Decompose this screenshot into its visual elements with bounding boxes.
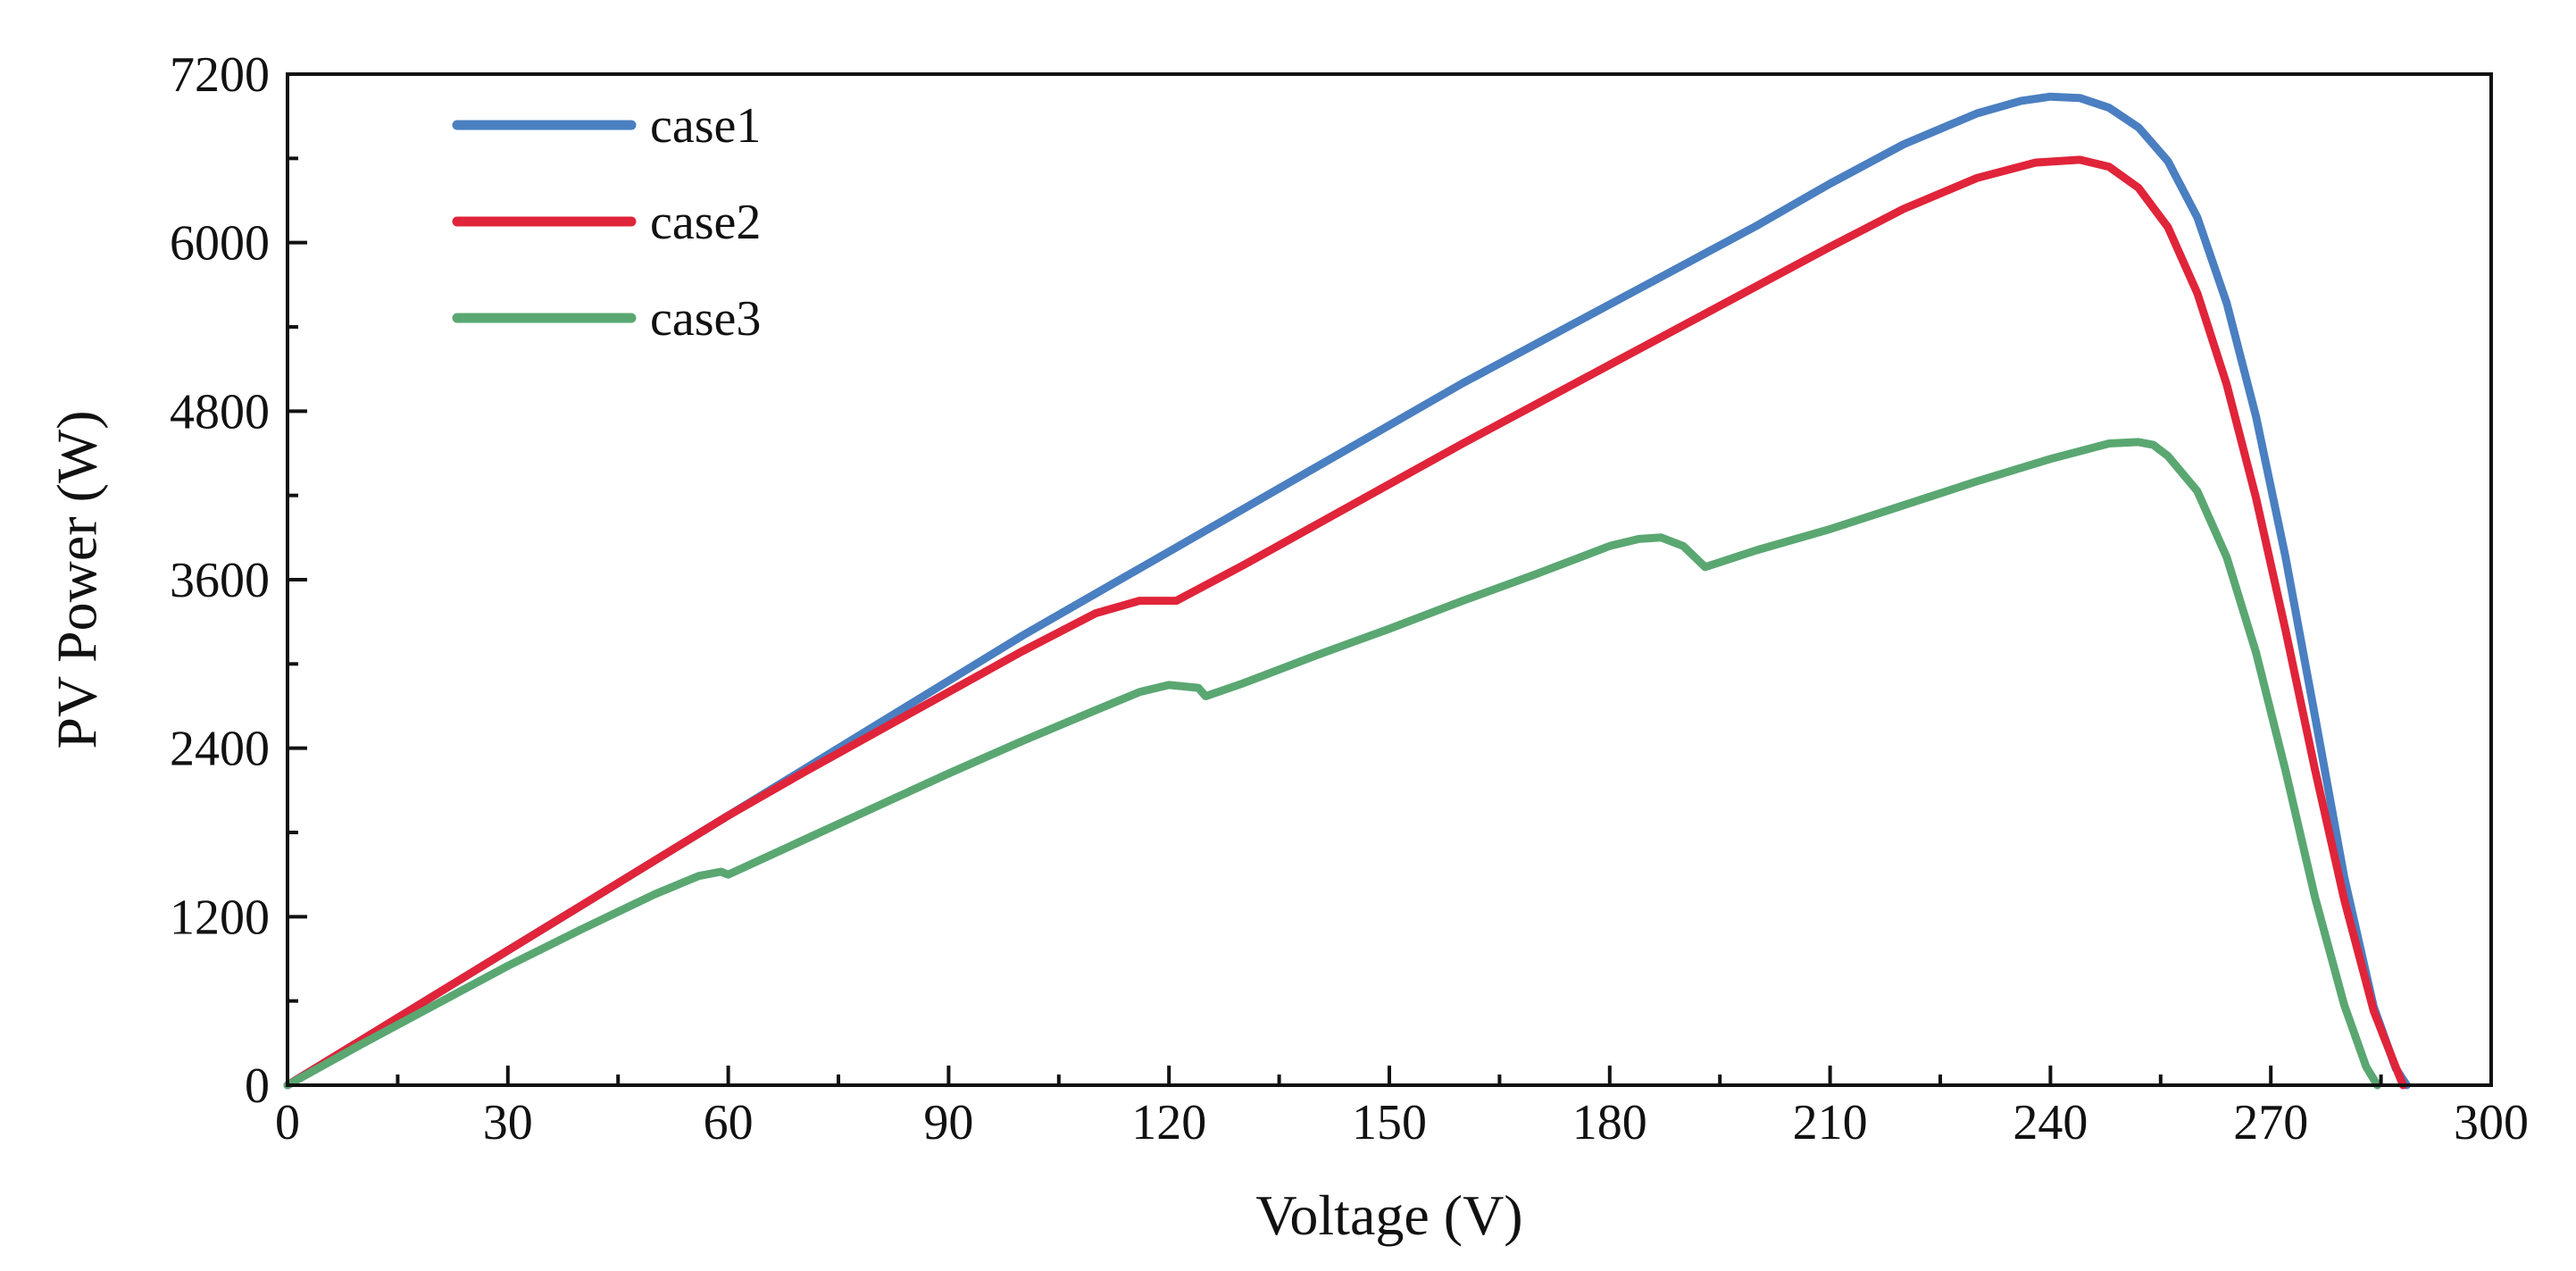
- legend: case1 case2 case3: [452, 98, 761, 347]
- y-tick-label: 4800: [170, 384, 270, 439]
- x-tick-label: 270: [2233, 1095, 2308, 1150]
- y-tick-label: 7200: [170, 47, 270, 103]
- x-tick-label: 90: [923, 1095, 973, 1150]
- ticks-layer: 0 30 60 90 120 150 180 210 240 270 300 0 1200 2400 360…: [170, 47, 2529, 1150]
- y-tick-label: 6000: [170, 216, 270, 272]
- x-tick-label: 210: [1793, 1095, 1868, 1150]
- series-line-case1: [283, 92, 2411, 1090]
- series-line-case2: [283, 155, 2407, 1090]
- x-axis-title: Voltage (V): [1255, 1183, 1522, 1247]
- series-line-case3: [283, 438, 2381, 1090]
- x-tick-label: 150: [1352, 1095, 1427, 1150]
- x-tick-label: 120: [1131, 1095, 1206, 1150]
- y-axis-title: PV Power (W): [45, 410, 108, 748]
- y-tick-label: 2400: [170, 722, 270, 777]
- x-tick-label: 60: [704, 1095, 754, 1150]
- x-tick-label: 180: [1572, 1095, 1647, 1150]
- x-tick-label: 240: [2013, 1095, 2088, 1150]
- legend-label-case1: case1: [650, 98, 761, 154]
- x-tick-label: 30: [483, 1095, 533, 1150]
- y-tick-label: 0: [245, 1058, 270, 1114]
- y-tick-label: 3600: [170, 553, 270, 608]
- legend-label-case2: case2: [650, 195, 761, 250]
- x-tick-label: 0: [275, 1095, 300, 1150]
- x-tick-label: 300: [2454, 1095, 2529, 1150]
- y-tick-label: 1200: [170, 890, 270, 945]
- series-layer: [283, 92, 2411, 1090]
- legend-label-case3: case3: [650, 291, 761, 347]
